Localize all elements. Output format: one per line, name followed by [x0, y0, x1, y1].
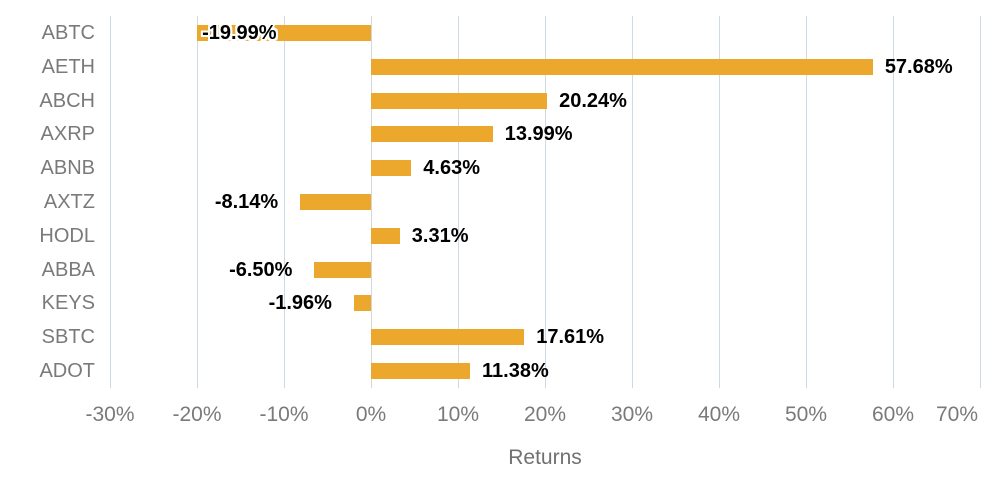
- bar: [371, 160, 412, 177]
- y-axis-labels: ABTC AETH ABCH AXRP ABNB AXTZ HODL ABBA KEYS SBTC…: [0, 16, 95, 388]
- bar-label: -19.99%: [202, 21, 277, 44]
- bar: [314, 261, 371, 278]
- bar-label: 3.31%: [411, 224, 469, 247]
- x-tick-label: 0%: [355, 403, 387, 426]
- gridline: [632, 16, 633, 388]
- bar-label: 20.24%: [559, 89, 627, 112]
- bar-label: 57.68%: [884, 55, 953, 78]
- bar: [371, 329, 525, 346]
- bar: [300, 194, 371, 210]
- x-tick-label: 10%: [436, 403, 480, 426]
- x-tick-label: 50%: [784, 403, 828, 426]
- x-tick-label: -20%: [172, 403, 222, 426]
- x-axis-ticks: -30% -20% -10% 0% 10% 20% 30% 40% 50% 60% 70%: [85, 403, 980, 429]
- x-tick-label: 20%: [523, 403, 567, 426]
- x-axis-title: Returns: [508, 446, 582, 469]
- category-label: ABTC: [41, 21, 95, 44]
- category-label: ADOT: [39, 360, 95, 383]
- category-label: ABNB: [40, 157, 95, 180]
- gridline: [545, 16, 546, 388]
- bar: [353, 295, 371, 312]
- gridline: [110, 16, 111, 388]
- category-label: SBTC: [41, 326, 95, 349]
- bar-label: 11.38%: [482, 360, 549, 383]
- gridline: [980, 16, 981, 388]
- x-tick-label: 60%: [871, 403, 915, 426]
- gridline: [719, 16, 720, 388]
- x-tick-label: -10%: [259, 403, 309, 426]
- bar-label: 13.99%: [504, 123, 573, 146]
- plot-area: -19.99% 57.68% 20.24% 13.99% 4.63% -8.14% 3.31…: [110, 16, 981, 388]
- bar: [371, 227, 400, 244]
- category-label: ABCH: [39, 89, 95, 112]
- x-tick-label: 70%: [935, 403, 979, 426]
- bar: [371, 92, 548, 109]
- category-label: AXTZ: [43, 191, 95, 213]
- bar: [371, 363, 470, 380]
- gridline: [458, 16, 459, 388]
- category-label: AXRP: [40, 123, 95, 146]
- bar: [197, 24, 371, 41]
- gridline: [197, 16, 198, 388]
- bar-label: -6.50%: [229, 258, 293, 281]
- gridline: [284, 16, 285, 388]
- zero-gridline: [371, 16, 372, 388]
- x-tick-label: 40%: [697, 403, 741, 426]
- bar-label: -1.96%: [268, 292, 332, 315]
- x-tick-label: -30%: [85, 403, 135, 426]
- gridline: [893, 16, 894, 388]
- bar: [371, 126, 493, 143]
- bar-label: 17.61%: [536, 326, 605, 349]
- category-label: KEYS: [41, 292, 95, 315]
- bar: [371, 58, 873, 75]
- category-label: AETH: [41, 55, 95, 78]
- category-label: HODL: [39, 224, 95, 247]
- category-label: ABBA: [41, 258, 95, 281]
- bar-label: 4.63%: [423, 157, 480, 180]
- bar-label: -8.14%: [214, 191, 279, 213]
- x-tick-label: 30%: [610, 403, 654, 426]
- gridline: [806, 16, 807, 388]
